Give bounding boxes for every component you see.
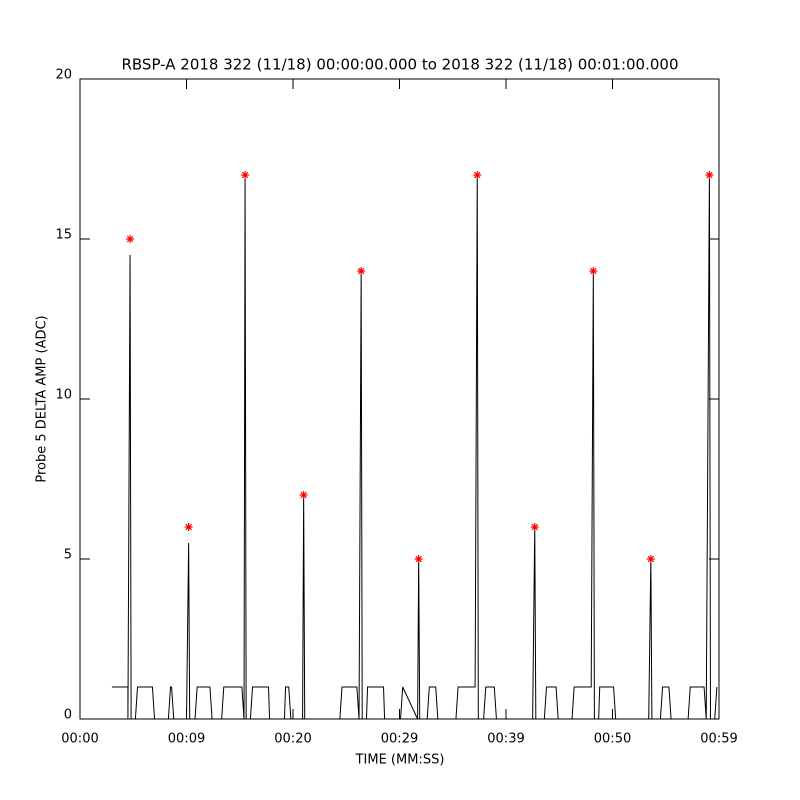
plot-frame [79, 78, 720, 720]
trace-line [111, 174, 718, 720]
peak-marker [646, 555, 655, 563]
peak-marker [530, 523, 539, 531]
peak-marker [414, 555, 423, 563]
x-tick-label: 00:09 [168, 732, 205, 747]
x-tick-label: 00:29 [381, 732, 418, 747]
x-tick-label: 00:39 [487, 732, 524, 747]
peak-marker [357, 267, 366, 275]
x-tick-label: 00:00 [61, 732, 98, 747]
x-tick-label: 00:20 [274, 732, 311, 747]
y-tick-label: 0 [64, 708, 72, 723]
x-tick-label: 00:50 [594, 732, 631, 747]
x-tick-label: 00:59 [700, 732, 737, 747]
y-tick-label: 5 [64, 548, 72, 563]
y-tick-label: 15 [55, 228, 72, 243]
chart-title: RBSP-A 2018 322 (11/18) 00:00:00.000 to … [121, 56, 678, 74]
peak-marker [241, 171, 250, 179]
peak-marker [589, 267, 598, 275]
y-tick-label: 20 [55, 68, 72, 83]
x-axis-label: TIME (MM:SS) [355, 753, 445, 768]
y-axis-label: Probe 5 DELTA AMP (ADC) [35, 315, 50, 482]
peak-marker [705, 171, 714, 179]
y-tick-label: 10 [55, 388, 72, 403]
peak-marker [184, 523, 193, 531]
peak-marker [299, 491, 308, 499]
peak-marker [473, 171, 482, 179]
peak-marker [126, 235, 135, 243]
